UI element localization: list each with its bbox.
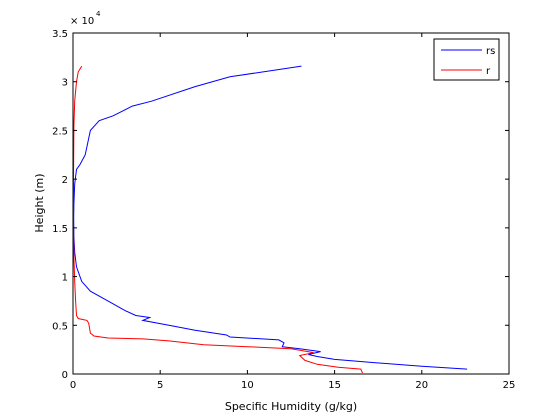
y-exponent-label: × 10: [70, 16, 94, 27]
y-tick-label: 1.5: [52, 224, 68, 235]
x-axis-ticks: 0 5 10 15 20 25: [70, 33, 516, 391]
series-line-r: [73, 65, 363, 374]
y-tick-label: 3.5: [52, 29, 68, 40]
legend-label-r: r: [486, 66, 491, 77]
y-tick-label: 0.5: [52, 321, 68, 332]
x-tick-label: 25: [503, 380, 516, 391]
x-tick-label: 0: [70, 380, 76, 391]
y-axis-ticks: 0 0.5 1 1.5 2 2.5 3 3.5: [52, 29, 509, 381]
series-layer: [73, 65, 468, 374]
series-line-rs: [73, 65, 468, 370]
x-tick-label: 5: [157, 380, 163, 391]
legend-box: [433, 38, 500, 81]
plot-frame: [72, 32, 510, 375]
y-tick-label: 3: [62, 78, 68, 89]
y-axis-label: Height (m): [33, 173, 46, 232]
legend: rs r: [433, 38, 500, 81]
x-tick-label: 10: [241, 380, 254, 391]
legend-label-rs: rs: [486, 46, 495, 57]
x-tick-label: 20: [415, 380, 428, 391]
y-exponent-power: 4: [96, 10, 101, 18]
x-tick-label: 15: [328, 380, 341, 391]
y-tick-label: 0: [62, 370, 68, 381]
y-tick-label: 1: [62, 273, 68, 284]
y-tick-label: 2: [62, 175, 68, 186]
x-axis-label: Specific Humidity (g/kg): [225, 400, 357, 413]
plot-background: [73, 33, 509, 374]
y-tick-label: 2.5: [52, 126, 68, 137]
